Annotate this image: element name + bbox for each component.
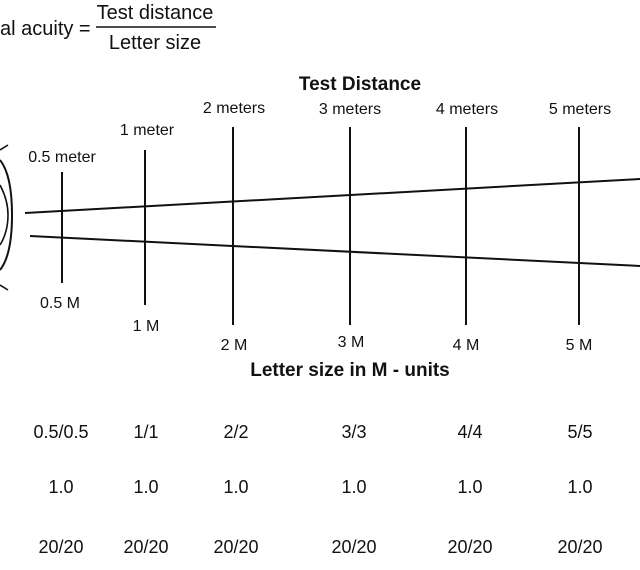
acuity-formula: al acuity = Test distance Letter size — [0, 2, 216, 54]
decimal-value: 1.0 — [133, 477, 158, 497]
letter-size-label: 1 M — [133, 318, 160, 335]
decimal-value: 1.0 — [457, 477, 482, 497]
distance-label: 3 meters — [319, 101, 381, 118]
column-2: 2 meters 2 M 2/2 1.0 20/20 — [203, 100, 265, 557]
column-5: 5 meters 5 M 5/5 1.0 20/20 — [549, 101, 611, 557]
distance-label: 2 meters — [203, 100, 265, 117]
snellen-value: 20/20 — [447, 537, 492, 557]
distance-label: 5 meters — [549, 101, 611, 118]
snellen-value: 20/20 — [557, 537, 602, 557]
letter-size-label: 0.5 M — [40, 295, 80, 312]
eye-graphic — [0, 144, 14, 291]
decimal-value: 1.0 — [567, 477, 592, 497]
fraction-value: 5/5 — [567, 422, 592, 442]
test-distance-heading: Test Distance — [299, 74, 421, 95]
column-4: 4 meters 4 M 4/4 1.0 20/20 — [436, 101, 498, 557]
formula-lhs: al acuity = — [0, 18, 91, 40]
fraction-value: 1/1 — [133, 422, 158, 442]
lower-sight-line — [29, 235, 640, 267]
column-3: 3 meters 3 M 3/3 1.0 20/20 — [319, 101, 381, 557]
column-1: 1 meter 1 M 1/1 1.0 20/20 — [120, 122, 175, 557]
fraction-value: 4/4 — [457, 422, 482, 442]
snellen-value: 20/20 — [331, 537, 376, 557]
letter-size-label: 4 M — [453, 337, 480, 354]
distance-label: 0.5 meter — [28, 149, 96, 166]
decimal-value: 1.0 — [48, 477, 73, 497]
snellen-value: 20/20 — [213, 537, 258, 557]
letter-size-label: 5 M — [566, 337, 593, 354]
formula-numerator: Test distance — [97, 2, 214, 24]
distance-label: 1 meter — [120, 122, 175, 139]
upper-sight-line — [24, 178, 640, 214]
distance-label: 4 meters — [436, 101, 498, 118]
decimal-value: 1.0 — [341, 477, 366, 497]
letter-size-label: 3 M — [338, 334, 365, 351]
snellen-value: 20/20 — [38, 537, 83, 557]
fraction-value: 0.5/0.5 — [33, 422, 88, 442]
letter-size-label: 2 M — [221, 337, 248, 354]
letter-size-heading: Letter size in M - units — [250, 360, 450, 381]
column-0: 0.5 meter 0.5 M 0.5/0.5 1.0 20/20 — [28, 149, 96, 557]
decimal-value: 1.0 — [223, 477, 248, 497]
fraction-value: 2/2 — [223, 422, 248, 442]
snellen-value: 20/20 — [123, 537, 168, 557]
fraction-value: 3/3 — [341, 422, 366, 442]
formula-denominator: Letter size — [109, 32, 201, 54]
